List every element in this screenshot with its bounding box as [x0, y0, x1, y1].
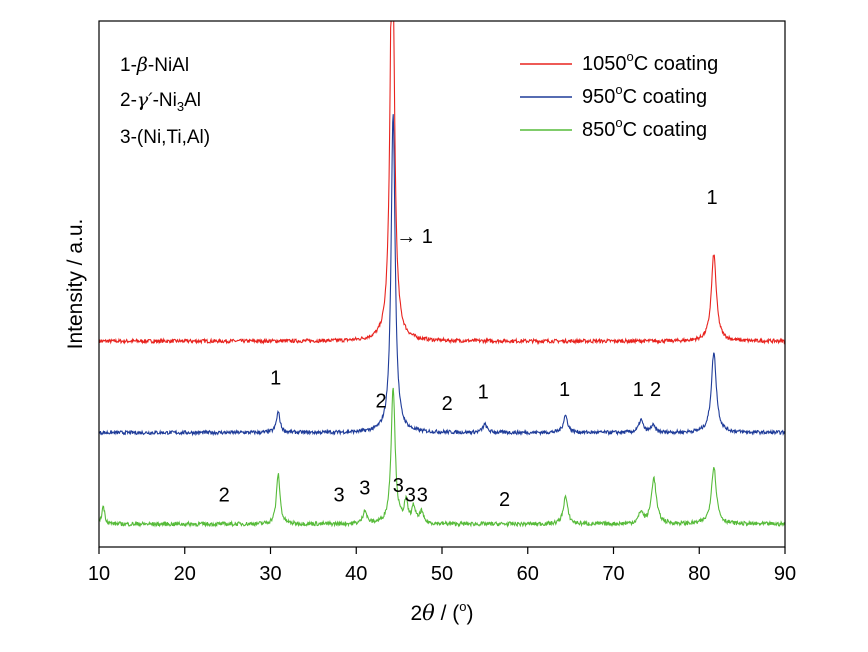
series-layer — [98, 20, 786, 528]
x-tick-label: 50 — [431, 563, 453, 585]
series-line-1 — [98, 20, 786, 346]
x-axis-label: 2θ / (o) — [410, 599, 473, 625]
peak-label: 3 — [359, 477, 370, 499]
peak-label: 3 — [334, 484, 345, 506]
peak-label: 2 — [219, 484, 230, 506]
series-line-2 — [98, 114, 786, 437]
peak-label: 1 — [559, 379, 570, 401]
x-ticks: 10 20 30 40 50 60 70 80 90 — [88, 547, 796, 585]
x-tick-label: 30 — [259, 563, 281, 585]
phase-key: 1-β-NiAl 2-γ′-Ni3Al 3-(Ni,Ti,Al) — [120, 54, 210, 148]
peak-label: 1 — [633, 379, 644, 401]
peak-label: 3 — [405, 484, 416, 506]
legend: 1050oC coating 950oC coating 850oC coating — [520, 49, 718, 141]
x-tick-label: 90 — [774, 563, 796, 585]
phase-key-item-2: 2-γ′-Ni3Al — [120, 89, 201, 114]
y-axis-label: Intensity / a.u. — [64, 219, 87, 350]
peak-label: → 1 — [396, 226, 433, 248]
peak-label: 3 — [417, 484, 428, 506]
legend-label: 1050oC coating — [582, 49, 718, 75]
phase-key-item-3: 3-(Ni,Ti,Al) — [120, 127, 210, 148]
peak-label: 1 — [478, 381, 489, 403]
x-tick-label: 40 — [345, 563, 367, 585]
peak-label: 3 — [393, 475, 404, 497]
peak-label: 2 — [499, 489, 510, 511]
x-tick-label: 70 — [602, 563, 624, 585]
x-tick-label: 20 — [174, 563, 196, 585]
peak-label: 2 — [442, 393, 453, 415]
x-tick-label: 10 — [88, 563, 110, 585]
legend-label: 950oC coating — [582, 82, 707, 108]
peak-label: 1 — [270, 368, 281, 390]
peak-label: 2 — [376, 390, 387, 412]
x-tick-label: 60 — [517, 563, 539, 585]
series-line-3 — [98, 387, 786, 528]
peak-label: 2 — [650, 379, 661, 401]
peak-label: 1 — [707, 187, 718, 209]
phase-key-item-1: 1-β-NiAl — [120, 54, 189, 76]
x-tick-label: 80 — [688, 563, 710, 585]
legend-label: 850oC coating — [582, 115, 707, 141]
